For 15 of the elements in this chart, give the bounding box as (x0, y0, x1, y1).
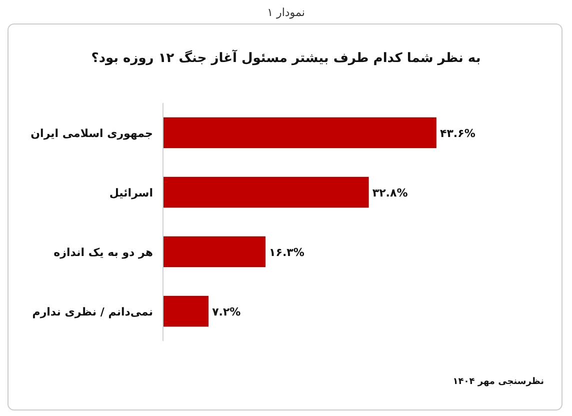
text: نظرسنجی مهر ۱۴۰۴ (452, 377, 544, 387)
data-label: ۴۳.۶% (440, 126, 476, 140)
data-label: ۷.۲% (212, 305, 241, 318)
chart-subtitle: نمودار ۱ (267, 6, 305, 19)
y-tick-label: نمی‌دانم / نظری ندارم (32, 305, 153, 318)
bar (162, 296, 208, 327)
chart-title: به نظر شما کدام طرف بیشتر مسئول آغاز جنگ ۱۲ روزه بود؟ (91, 49, 481, 66)
bar (162, 117, 436, 148)
bar (162, 176, 369, 208)
y-tick-label: هر دو به یک اندازه (54, 246, 153, 259)
data-label: ۳۲.۸% (372, 186, 408, 200)
bar (162, 236, 266, 268)
data-label: ۱۶.۳% (269, 246, 304, 259)
y-tick-label: جمهوری اسلامی ایران (30, 126, 153, 140)
y-tick-label: اسرائیل (109, 186, 153, 200)
